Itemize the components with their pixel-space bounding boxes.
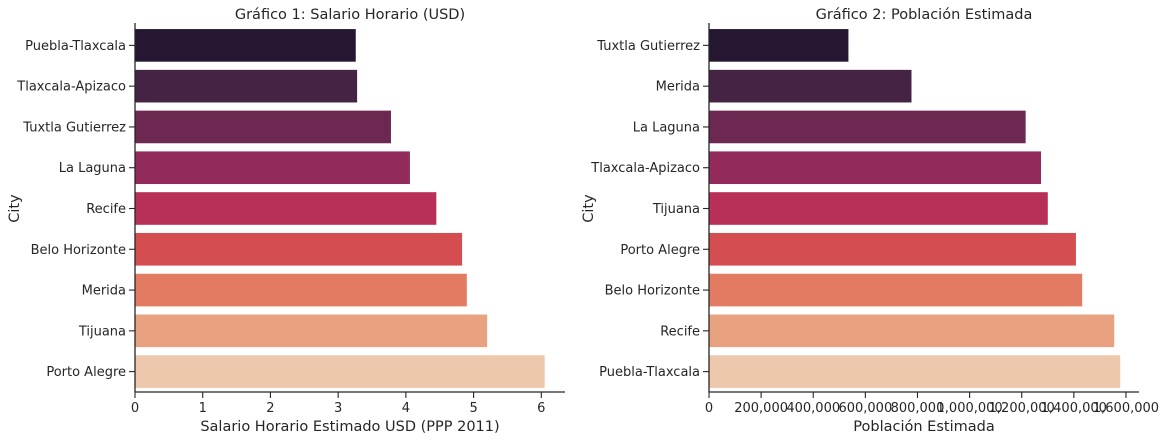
x-tick-label: 1,400,000: [1041, 401, 1107, 416]
x-axis-label: Población Estimada: [853, 419, 994, 435]
bar: [135, 29, 356, 62]
y-tick-label: Recife: [86, 202, 126, 217]
bar: [135, 273, 467, 307]
x-tick-label: 3: [334, 401, 342, 416]
bar: [135, 69, 358, 103]
x-tick-label: 1,000,000: [937, 401, 1003, 416]
y-tick-label: Porto Alegre: [46, 365, 126, 380]
y-tick-label: Tlaxcala-Apizaco: [16, 80, 126, 95]
y-tick-label: Tlaxcala-Apizaco: [590, 161, 700, 176]
y-tick-label: Belo Horizonte: [605, 284, 700, 299]
chart-panel-poblacion: Gráfico 2: Población Estimada Tuxtla Guti…: [581, 7, 1159, 435]
bar: [709, 232, 1076, 266]
x-tick-label: 1: [199, 401, 207, 416]
y-axis-label: City: [7, 194, 23, 223]
x-tick-label: 0: [705, 401, 713, 416]
x-tick-label: 5: [469, 401, 477, 416]
y-tick-label: La Laguna: [633, 120, 700, 135]
bar: [709, 273, 1083, 307]
bar: [709, 110, 1026, 144]
x-tick-label: 4: [402, 401, 410, 416]
y-tick-label: Recife: [660, 324, 700, 339]
bar: [135, 151, 410, 185]
y-tick-label: Merida: [82, 284, 126, 299]
bar: [135, 355, 545, 388]
y-tick-label: Puebla-Tlaxcala: [25, 39, 126, 54]
y-tick-label: La Laguna: [59, 161, 126, 176]
x-tick-label: 1,200,000: [989, 401, 1055, 416]
y-tick-label: Puebla-Tlaxcala: [599, 365, 700, 380]
bar: [709, 151, 1042, 185]
chart-title: Gráfico 2: Población Estimada: [816, 7, 1033, 23]
y-tick-label: Belo Horizonte: [31, 243, 126, 258]
x-tick-label: 1,600,000: [1093, 401, 1159, 416]
bar: [709, 314, 1115, 348]
x-axis-label: Salario Horario Estimado USD (PPP 2011): [200, 419, 499, 435]
bar: [709, 29, 849, 62]
bar: [709, 355, 1121, 388]
x-tick-label: 6: [537, 401, 545, 416]
bar: [135, 110, 391, 144]
chart-panel-salario: Gráfico 1: Salario Horario (USD) Puebla-T…: [7, 7, 565, 435]
x-tick-label: 0: [131, 401, 139, 416]
x-tick-label: 400,000: [786, 401, 840, 416]
x-tick-label: 200,000: [734, 401, 788, 416]
bar: [135, 232, 463, 266]
y-tick-label: Tijuana: [652, 202, 700, 217]
bar: [135, 192, 437, 225]
y-tick-label: Tuxtla Gutierrez: [22, 120, 126, 135]
bar: [135, 314, 488, 348]
y-axis-label: City: [581, 194, 597, 223]
y-tick-label: Tijuana: [78, 324, 126, 339]
bar: [709, 192, 1048, 225]
x-tick-label: 600,000: [838, 401, 892, 416]
y-tick-label: Porto Alegre: [620, 243, 700, 258]
chart-title: Gráfico 1: Salario Horario (USD): [235, 7, 465, 23]
bar: [709, 69, 912, 103]
x-tick-label: 800,000: [891, 401, 945, 416]
y-tick-label: Tuxtla Gutierrez: [596, 39, 700, 54]
y-tick-label: Merida: [656, 80, 700, 95]
x-tick-label: 2: [266, 401, 274, 416]
